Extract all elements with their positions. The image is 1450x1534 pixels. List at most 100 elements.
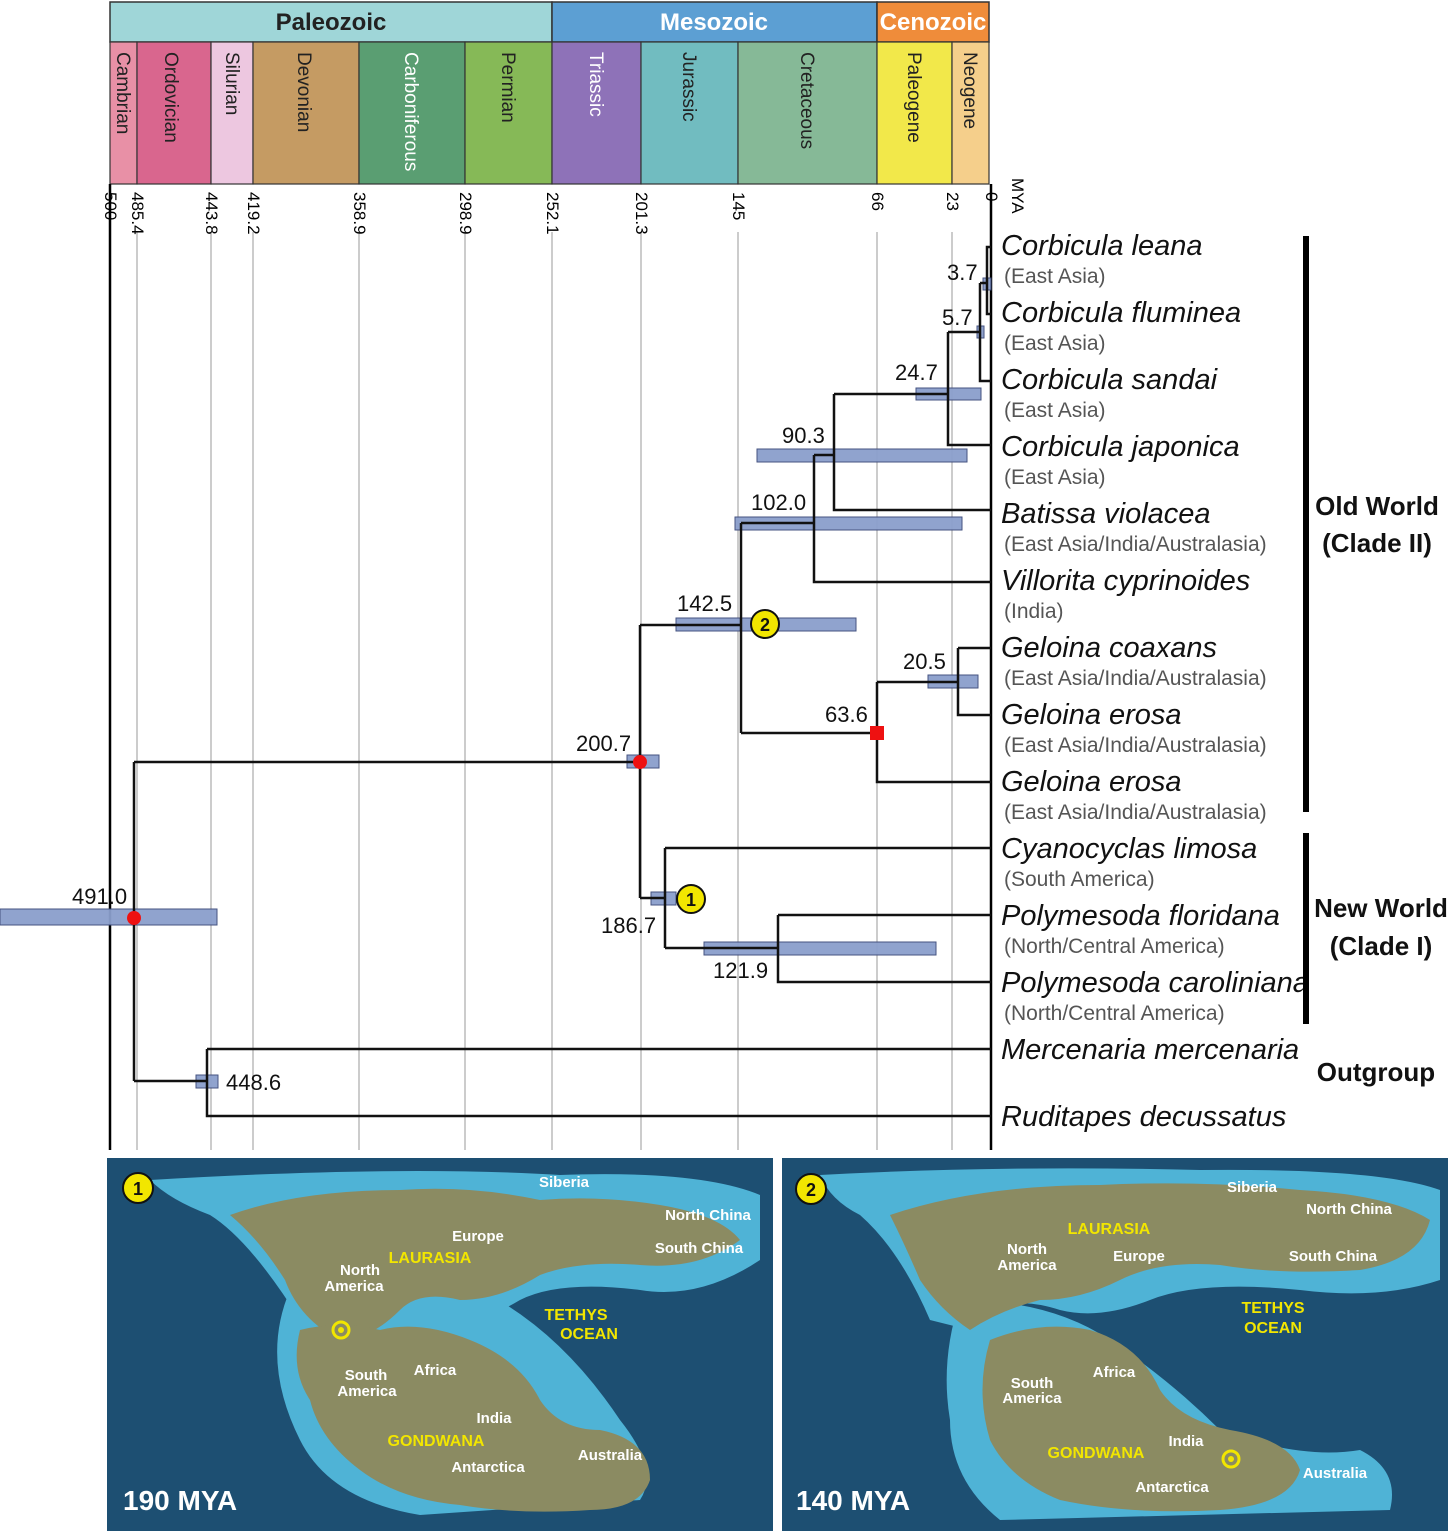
tick-label: 298.9	[456, 192, 475, 235]
taxon-name: Polymesoda floridana	[1001, 900, 1280, 932]
time-axis: 500 485.4 443.8 419.2 358.9 298.9 252.1 …	[101, 178, 1027, 1150]
map-label: America	[324, 1278, 384, 1295]
era-label-cenozoic: Cenozoic	[880, 9, 987, 36]
node-age: 448.6	[226, 1070, 281, 1095]
map-label: South	[345, 1367, 388, 1384]
map-label: America	[337, 1383, 397, 1400]
tick-label: 252.1	[543, 192, 562, 235]
branch	[978, 283, 991, 383]
period-label-ordovician: Ordovician	[160, 52, 181, 143]
map-label: Siberia	[539, 1174, 590, 1191]
event-marker-1	[676, 884, 706, 914]
taxon-region: (East Asia/India/Australasia)	[1004, 667, 1267, 690]
branch	[205, 1049, 991, 1118]
taxon-name: Corbicula japonica	[1001, 431, 1240, 463]
clade-brackets: Old World (Clade II) New World (Clade I)…	[1303, 236, 1448, 1087]
hpd-bar-102	[734, 516, 963, 531]
branch	[956, 648, 991, 717]
map-label: North China	[665, 1207, 751, 1224]
taxon-name: Mercenaria mercenaria	[1001, 1034, 1299, 1066]
node-age: 491.0	[72, 884, 127, 909]
tick-label: 358.9	[350, 192, 369, 235]
map-label-yellow: GONDWANA	[388, 1433, 485, 1450]
map-label: Africa	[1093, 1364, 1136, 1381]
node-age: 142.5	[677, 591, 732, 616]
node-age: 20.5	[903, 649, 946, 674]
calibration-node-dot	[127, 911, 141, 925]
hpd-bar-90	[756, 448, 968, 463]
locality-marker-center	[1228, 1456, 1234, 1462]
map-label: South China	[655, 1240, 744, 1257]
tick-label: 201.3	[632, 192, 651, 235]
taxon-region: (North/Central America)	[1004, 1002, 1225, 1025]
tick-label: 419.2	[244, 192, 263, 235]
period-paleogene	[876, 41, 953, 185]
map-label: America	[1002, 1390, 1062, 1407]
map-label: Siberia	[1227, 1179, 1278, 1196]
node-age: 186.7	[601, 913, 656, 938]
period-label-cretaceous: Cretaceous	[796, 52, 817, 149]
tick-label: 485.4	[128, 192, 147, 235]
period-permian	[464, 41, 553, 185]
taxon-name: Geloina erosa	[1001, 699, 1182, 731]
map-badge-1	[122, 1172, 154, 1204]
node-age: 24.7	[895, 360, 938, 385]
map-label: North	[1007, 1241, 1047, 1258]
calibration-node-dot	[633, 755, 647, 769]
period-label-permian: Permian	[497, 52, 518, 123]
paleomap-140: 2 Siberia North China South China Europe…	[782, 1158, 1448, 1531]
tick-label: 66	[868, 192, 887, 211]
taxa-labels: Corbicula leana (East Asia) Corbicula fl…	[1001, 230, 1309, 1133]
node-age: 200.7	[576, 731, 631, 756]
taxon-region: (East Asia/India/Australasia)	[1004, 533, 1267, 556]
map-label: Australia	[578, 1447, 643, 1464]
clade-label-new-world-sub: (Clade I)	[1330, 931, 1433, 961]
clade-label-old-world-sub: (Clade II)	[1322, 528, 1432, 558]
locality-marker	[331, 1320, 351, 1340]
map-badge-1-label: 1	[133, 1179, 143, 1199]
axis-unit-label: MYA	[1008, 178, 1027, 214]
branch	[812, 455, 991, 584]
taxon-name: Corbicula fluminea	[1001, 297, 1241, 329]
period-label-silurian: Silurian	[221, 52, 242, 115]
period-label-carboniferous: Carboniferous	[400, 52, 421, 171]
event-marker-2-label: 2	[760, 615, 770, 635]
taxon-name: Geloina erosa	[1001, 766, 1182, 798]
era-label-paleozoic: Paleozoic	[276, 9, 387, 36]
period-neogene	[951, 41, 990, 185]
map-title: 140 MYA	[796, 1485, 910, 1516]
taxon-region: (North/Central America)	[1004, 935, 1225, 958]
map-gondwana-land	[296, 1325, 650, 1512]
taxon-name: Villorita cyprinoides	[1001, 565, 1250, 597]
map-title: 190 MYA	[123, 1485, 237, 1516]
taxon-region: (East Asia)	[1004, 332, 1106, 355]
map-label: Australia	[1303, 1465, 1368, 1482]
clade-label-old-world: Old World	[1315, 491, 1439, 521]
clade-label-outgroup: Outgroup	[1317, 1057, 1435, 1087]
era-label-mesozoic: Mesozoic	[660, 9, 768, 36]
period-ordovician	[136, 41, 212, 185]
period-triassic	[551, 41, 642, 185]
period-carboniferous	[358, 41, 466, 185]
map-label: America	[997, 1257, 1057, 1274]
map-label: Antarctica	[451, 1459, 525, 1476]
map-label-yellow: LAURASIA	[1068, 1221, 1151, 1238]
taxon-name: Batissa violacea	[1001, 498, 1211, 530]
map-badge-2	[795, 1173, 827, 1205]
branch	[776, 915, 991, 984]
taxon-region: (East Asia/India/Australasia)	[1004, 734, 1267, 757]
locality-marker-center	[338, 1327, 344, 1333]
tick-label: 500	[101, 192, 120, 220]
period-silurian	[210, 41, 254, 185]
node-age: 121.9	[713, 958, 768, 983]
taxon-region: (East Asia)	[1004, 265, 1106, 288]
tick-label: 23	[943, 192, 962, 211]
map-gondwana-land	[982, 1326, 1300, 1512]
map-label: North China	[1306, 1201, 1392, 1218]
node-age: 90.3	[782, 423, 825, 448]
tick-label: 145	[729, 192, 748, 220]
map-label-yellow: LAURASIA	[389, 1250, 472, 1267]
taxon-name: Geloina coaxans	[1001, 632, 1217, 664]
map-badge-2-label: 2	[806, 1180, 816, 1200]
